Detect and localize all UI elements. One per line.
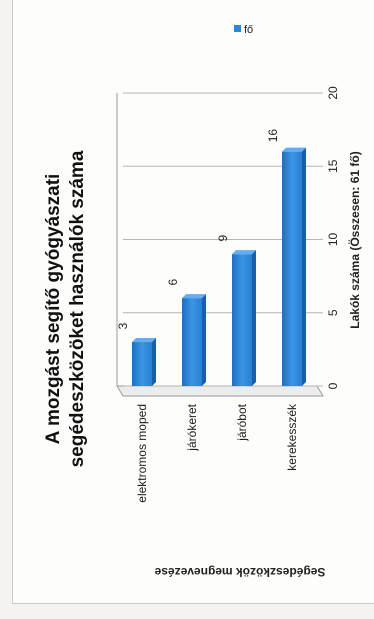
x-tick-label: 5: [326, 309, 340, 316]
bar-side: [202, 294, 206, 386]
x-tick-label: 10: [326, 233, 340, 247]
bar-side: [152, 338, 156, 386]
plot-area: 0 5 10 15 20 3 elektromos moped 6 járókeret 9 járó…: [116, 86, 340, 503]
category-label: járóbot: [235, 403, 249, 441]
bar-side: [252, 250, 256, 386]
x-tick-label: 15: [326, 159, 340, 173]
data-label: 3: [116, 322, 130, 329]
x-tick-label: 20: [326, 86, 340, 100]
bar: [132, 342, 152, 386]
chart-title-line-2: segédeszközöket használók száma: [67, 150, 88, 467]
category-label: kerekesszék: [285, 403, 299, 471]
bar-top: [232, 250, 256, 255]
chart: A mozgást segítő gyógyászati segédeszköz…: [43, 24, 362, 579]
category-label: elektromos moped: [135, 404, 149, 503]
bar-side: [302, 147, 306, 386]
bar: [232, 254, 252, 386]
scanned-page: A mozgást segítő gyógyászati segédeszköz…: [12, 0, 374, 604]
plot-floor: [116, 385, 324, 397]
data-label: 6: [166, 278, 180, 285]
bar-top: [132, 338, 156, 343]
chart-title-line-1: A mozgást segítő gyógyászati: [43, 174, 64, 445]
data-label: 9: [216, 234, 230, 241]
y-axis-label: Segédeszközök megnevezése: [154, 565, 325, 579]
bar-top: [182, 294, 206, 299]
bar-top: [282, 147, 306, 152]
x-axis-label: Lakók száma (Összesen: 61 fő): [347, 151, 362, 328]
legend-swatch: [234, 25, 241, 32]
bar: [182, 298, 202, 386]
data-label: 16: [266, 129, 280, 143]
legend-label: fő: [244, 24, 253, 36]
category-label: járókeret: [185, 403, 199, 451]
bar: [282, 151, 302, 386]
x-tick-label: 0: [326, 382, 340, 389]
